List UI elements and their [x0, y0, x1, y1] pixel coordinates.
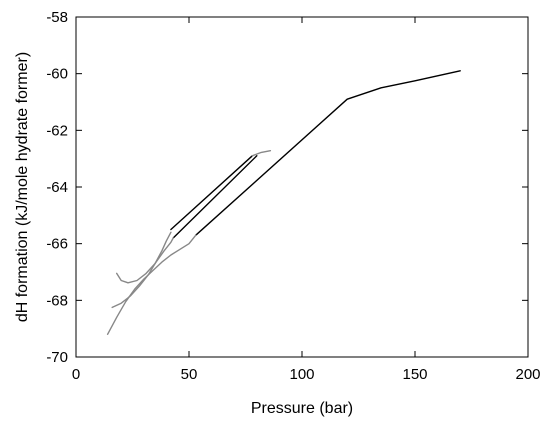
- series-layer: [106, 70, 461, 335]
- y-axis: -70 -68 -66 -64 -62 -60 -58: [46, 9, 528, 366]
- x-tick-label: 100: [289, 366, 314, 383]
- y-tick-label: -62: [46, 122, 68, 139]
- x-tick-label: 200: [515, 366, 540, 383]
- plot-frame: [75, 16, 529, 358]
- y-tick-label: -60: [46, 66, 68, 83]
- y-tick-label: -70: [46, 349, 68, 366]
- series-line-5: [111, 231, 172, 309]
- series-line-3: [170, 155, 254, 231]
- series-line-6: [115, 237, 174, 284]
- series-line-1: [195, 70, 461, 236]
- y-axis-label: dH formation (kJ/mole hydrate former): [14, 52, 31, 322]
- series-line-7: [251, 149, 272, 157]
- y-tick-label: -66: [46, 236, 68, 253]
- x-tick-label: 150: [402, 366, 427, 383]
- series-line-2: [172, 155, 258, 239]
- x-tick-label: 0: [72, 366, 80, 383]
- y-tick-label: -68: [46, 292, 68, 309]
- plot-area: [75, 16, 529, 358]
- x-axis: 0 50 100 150 200: [72, 17, 541, 383]
- y-tick-label: -64: [46, 179, 68, 196]
- y-tick-label: -58: [46, 9, 68, 26]
- series-line-4: [106, 234, 197, 335]
- x-axis-label: Pressure (bar): [251, 400, 353, 417]
- x-tick-label: 50: [181, 366, 198, 383]
